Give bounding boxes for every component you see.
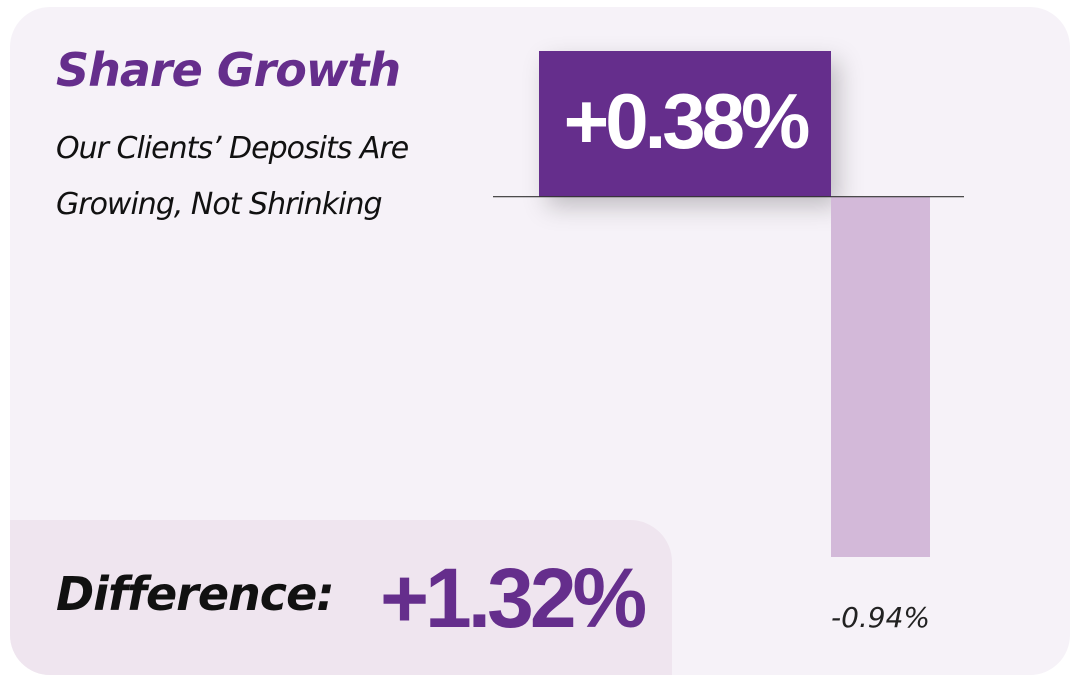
- bar-negative: [831, 196, 930, 557]
- chart-subtitle: Our Clients’ Deposits Are Growing, Not S…: [56, 131, 409, 222]
- bar-label-negative: -0.94%: [831, 601, 930, 634]
- bar-label-positive: +0.38%: [564, 77, 809, 165]
- difference-label: Difference:: [56, 567, 335, 621]
- difference-value: +1.32%: [380, 551, 647, 645]
- chart-title: Share Growth: [56, 43, 401, 97]
- bar-positive: [539, 51, 831, 197]
- difference-panel: [10, 520, 672, 675]
